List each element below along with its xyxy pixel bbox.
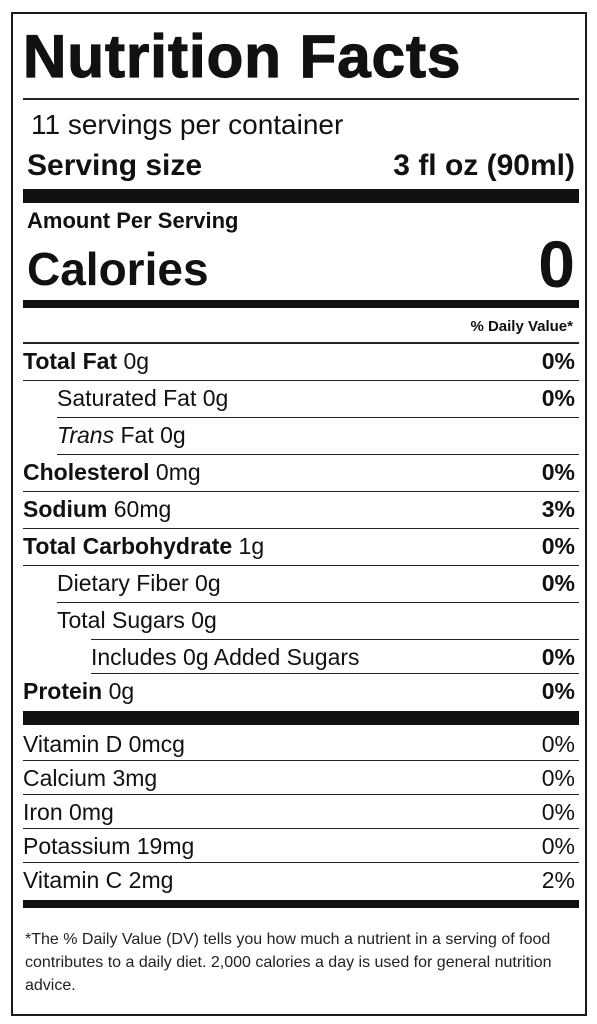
nutrient-name: Saturated Fat 0g — [57, 385, 229, 411]
serving-divider — [23, 189, 579, 203]
row-divider — [91, 638, 579, 640]
nutrient-dv: 0% — [541, 533, 575, 559]
protein-divider — [23, 711, 579, 725]
row-divider — [23, 793, 579, 795]
vitamin-dv: 0% — [541, 731, 575, 757]
row-divider — [23, 490, 579, 492]
nutrient-name: Protein 0g — [23, 678, 135, 704]
row-divider — [57, 453, 579, 455]
nutrient-name: Total Carbohydrate 1g — [23, 533, 265, 559]
daily-value-footnote: *The % Daily Value (DV) tells you how mu… — [25, 931, 552, 994]
nutrient-row-total-sugars: Total Sugars 0g — [57, 603, 579, 640]
nutrient-name: Total Fat 0g — [23, 348, 150, 374]
row-divider — [23, 527, 579, 529]
row-divider — [23, 861, 579, 863]
vitamin-dv: 0% — [541, 799, 575, 825]
vitamin-row-calcium: Calcium 3mg 0% — [23, 761, 579, 795]
nutrient-name: Total Sugars 0g — [57, 607, 217, 633]
nutrient-name: Trans Fat 0g — [57, 422, 186, 448]
nutrient-dv: 0% — [541, 644, 575, 670]
vitamin-row-iron: Iron 0mg 0% — [23, 795, 579, 829]
dv-header-divider — [23, 342, 579, 344]
vitamin-name: Calcium 3mg — [23, 765, 158, 791]
nutrient-row-dietary-fiber: Dietary Fiber 0g 0% — [57, 566, 579, 603]
vitamin-row-potassium: Potassium 19mg 0% — [23, 829, 579, 863]
nutrient-name: Cholesterol 0mg — [23, 459, 201, 485]
label-title: Nutrition Facts — [22, 22, 462, 90]
title-divider — [23, 98, 579, 100]
servings-per-container: 11 servings per container — [31, 109, 344, 140]
nutrient-row-trans-fat: Trans Fat 0g — [57, 418, 579, 455]
amount-per-serving: Amount Per Serving — [27, 208, 239, 233]
nutrient-dv: 0% — [541, 459, 575, 485]
calories-label: Calories — [27, 243, 209, 295]
row-divider — [57, 601, 579, 603]
daily-value-header: % Daily Value* — [470, 318, 573, 335]
nutrient-dv: 3% — [541, 496, 575, 522]
nutrient-row-added-sugars: Includes 0g Added Sugars 0% — [91, 640, 579, 674]
vitamin-dv: 0% — [541, 833, 575, 859]
row-divider — [23, 379, 579, 381]
nutrient-row-sodium: Sodium 60mg 3% — [23, 492, 579, 529]
nutrient-row-cholesterol: Cholesterol 0mg 0% — [23, 455, 579, 492]
nutrient-name: Includes 0g Added Sugars — [91, 644, 360, 670]
nutrient-dv: 0% — [541, 570, 575, 596]
vitamin-name: Vitamin D 0mcg — [23, 731, 185, 757]
calories-value: 0 — [538, 227, 575, 301]
nutrient-row-total-carbohydrate: Total Carbohydrate 1g 0% — [23, 529, 579, 566]
vitamin-row-vitamin-c: Vitamin C 2mg 2% — [23, 863, 579, 897]
serving-size-label: Serving size — [27, 149, 203, 182]
nutrient-name: Dietary Fiber 0g — [57, 570, 221, 596]
nutrition-facts-label: Nutrition Facts 11 servings per containe… — [11, 12, 587, 1016]
nutrient-row-protein: Protein 0g 0% — [23, 674, 579, 708]
serving-size-value: 3 fl oz (90ml) — [393, 149, 575, 182]
nutrient-dv: 0% — [541, 678, 575, 704]
row-divider — [57, 416, 579, 418]
vitamin-name: Vitamin C 2mg — [23, 867, 174, 893]
row-divider — [91, 672, 579, 674]
vitamin-row-vitamin-d: Vitamin D 0mcg 0% — [23, 727, 579, 761]
nutrient-name: Sodium 60mg — [23, 496, 172, 522]
nutrient-dv: 0% — [541, 348, 575, 374]
row-divider — [23, 827, 579, 829]
row-divider — [23, 759, 579, 761]
nutrient-dv: 0% — [541, 385, 575, 411]
vitamin-name: Potassium 19mg — [23, 833, 195, 859]
vitamins-divider — [23, 900, 579, 908]
row-divider — [23, 564, 579, 566]
vitamin-dv: 0% — [541, 765, 575, 791]
nutrient-row-total-fat: Total Fat 0g 0% — [23, 344, 579, 381]
vitamin-name: Iron 0mg — [23, 799, 114, 825]
vitamin-dv: 2% — [541, 867, 575, 893]
calories-divider — [23, 300, 579, 308]
nutrient-row-saturated-fat: Saturated Fat 0g 0% — [57, 381, 579, 418]
